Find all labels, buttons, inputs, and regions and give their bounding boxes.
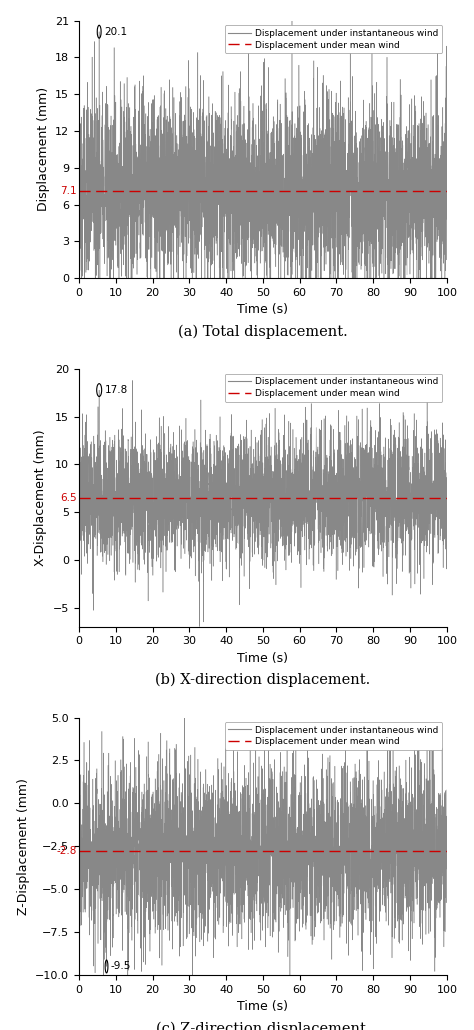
Text: 6.5: 6.5 [61,493,77,503]
Text: 7.1: 7.1 [61,186,77,196]
X-axis label: Time (s): Time (s) [237,304,288,316]
Legend: Displacement under instantaneous wind, Displacement under mean wind: Displacement under instantaneous wind, D… [225,374,442,402]
Legend: Displacement under instantaneous wind, Displacement under mean wind: Displacement under instantaneous wind, D… [225,25,442,54]
Legend: Displacement under instantaneous wind, Displacement under mean wind: Displacement under instantaneous wind, D… [225,722,442,750]
X-axis label: Time (s): Time (s) [237,1000,288,1014]
Text: 17.8: 17.8 [105,385,128,396]
Text: (c) Z-direction displacement.: (c) Z-direction displacement. [155,1022,370,1030]
Y-axis label: Z-Displacement (mm): Z-Displacement (mm) [17,778,30,915]
Text: 20.1: 20.1 [104,27,127,37]
Text: (b) X-direction displacement.: (b) X-direction displacement. [155,673,371,687]
Text: -9.5: -9.5 [111,961,131,971]
Text: (a) Total displacement.: (a) Total displacement. [178,324,348,339]
Text: -2.8: -2.8 [57,847,77,856]
Y-axis label: Displacement (mm): Displacement (mm) [36,88,50,211]
X-axis label: Time (s): Time (s) [237,652,288,665]
Y-axis label: X-Displacement (mm): X-Displacement (mm) [34,430,47,566]
